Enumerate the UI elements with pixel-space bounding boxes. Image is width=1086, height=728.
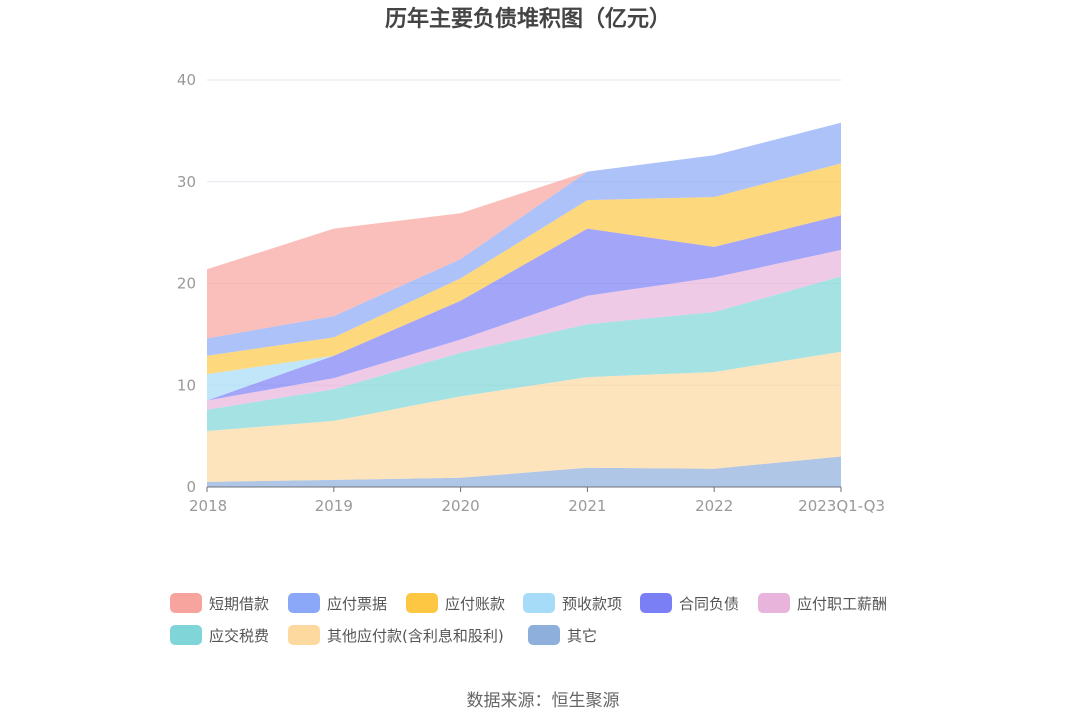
y-tick-label: 10 xyxy=(177,376,196,394)
legend-label: 短期借款 xyxy=(209,595,269,613)
area-series-1 xyxy=(207,351,841,482)
x-tick-label: 2019 xyxy=(315,497,353,515)
legend-item[interactable]: 应交税费 xyxy=(170,625,269,645)
legend-swatch xyxy=(170,625,202,645)
chart-title: 历年主要负债堆积图（亿元） xyxy=(385,6,671,32)
legend-swatch xyxy=(288,593,320,613)
area-series-7 xyxy=(207,122,841,356)
x-tick-label: 2023Q1-Q3 xyxy=(798,497,885,515)
axes: 0 10 20 30 40 2018 2019 2020 2021 2022 2023Q1-Q3 xyxy=(177,71,885,515)
y-tick-label: 40 xyxy=(177,71,196,89)
legend-item[interactable]: 短期借款 xyxy=(170,593,269,613)
area-series-3 xyxy=(207,249,841,410)
area-series xyxy=(207,122,841,487)
legend-swatch xyxy=(170,593,202,613)
area-series-4 xyxy=(207,215,841,401)
legend-item[interactable]: 应付职工薪酬 xyxy=(758,593,887,613)
x-tick-label: 2020 xyxy=(442,497,480,515)
legend-swatch xyxy=(406,593,438,613)
x-tick-label: 2021 xyxy=(568,497,606,515)
legend-label: 其它 xyxy=(567,627,597,645)
legend-item[interactable]: 预收款项 xyxy=(523,593,622,613)
area-series-8 xyxy=(207,122,841,339)
area-series-2 xyxy=(207,276,841,431)
y-tick-label: 30 xyxy=(177,173,196,191)
area-series-6 xyxy=(207,163,841,375)
x-tick-label: 2022 xyxy=(695,497,733,515)
legend-swatch xyxy=(288,625,320,645)
legend-item[interactable]: 应付票据 xyxy=(288,593,387,613)
legend-label: 应交税费 xyxy=(209,627,269,645)
legend-label: 应付票据 xyxy=(327,595,387,613)
legend-swatch xyxy=(523,593,555,613)
legend-swatch xyxy=(528,625,560,645)
legend-label: 其他应付款(含利息和股利) xyxy=(327,627,504,645)
legend-item[interactable]: 其它 xyxy=(528,625,597,645)
x-tick-label: 2018 xyxy=(189,497,227,515)
legend-swatch xyxy=(640,593,672,613)
source-note: 数据来源：恒生聚源 xyxy=(467,691,620,711)
legend-label: 合同负债 xyxy=(679,595,739,613)
legend-label: 应付职工薪酬 xyxy=(797,595,887,613)
legend-label: 预收款项 xyxy=(562,595,622,613)
legend-item[interactable]: 其他应付款(含利息和股利) xyxy=(288,625,504,645)
area-series-0 xyxy=(207,456,841,487)
legend-item[interactable]: 合同负债 xyxy=(640,593,739,613)
legend-label: 应付账款 xyxy=(445,595,505,613)
y-tick-label: 20 xyxy=(177,275,196,293)
legend-item[interactable]: 应付账款 xyxy=(406,593,505,613)
legend-swatch xyxy=(758,593,790,613)
y-tick-label: 0 xyxy=(186,478,196,496)
